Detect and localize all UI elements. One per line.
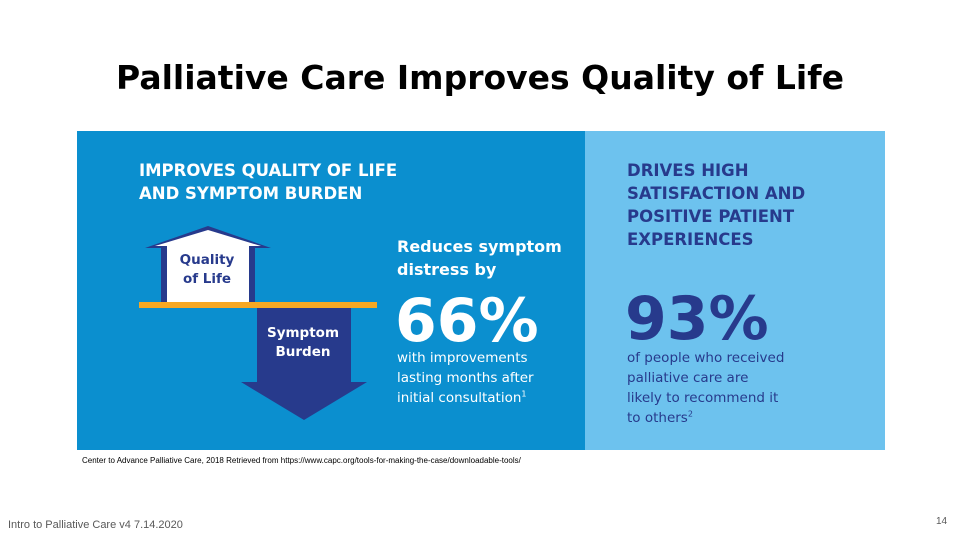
symptom-down-arrow-icon — [241, 304, 367, 420]
slide-title: Palliative Care Improves Quality of Life — [116, 58, 844, 97]
quality-of-life-heading: IMPROVES QUALITY OF LIFE AND SYMPTOM BUR… — [139, 161, 398, 203]
footnote-marker: 1 — [521, 389, 527, 399]
footnote-marker: 2 — [687, 409, 693, 419]
satisfaction-panel: DRIVES HIGH SATISFACTION AND POSITIVE PA… — [585, 131, 885, 450]
symptom-stat-value: 66% — [395, 286, 539, 356]
satisfaction-heading: DRIVES HIGH SATISFACTION AND POSITIVE PA… — [627, 161, 806, 249]
page-number: 14 — [936, 516, 948, 527]
quality-up-arrow-icon — [145, 226, 271, 304]
footer-text: Intro to Palliative Care v4 7.14.2020 — [8, 519, 183, 531]
quality-of-life-panel: IMPROVES QUALITY OF LIFE AND SYMPTOM BUR… — [77, 131, 585, 450]
satisfaction-stat-description: of people who received palliative care a… — [627, 348, 784, 428]
quality-of-life-label: Quality of Life — [179, 252, 235, 287]
satisfaction-stat-value: 93% — [625, 284, 769, 354]
symptom-stat-description: with improvements lasting months after i… — [397, 348, 534, 408]
infographic: IMPROVES QUALITY OF LIFE AND SYMPTOM BUR… — [77, 131, 885, 450]
source-citation: Center to Advance Palliative Care, 2018 … — [82, 456, 521, 465]
symptom-burden-label: Symptom Burden — [266, 325, 340, 360]
symptom-stat-intro: Reduces symptom distress by — [397, 237, 562, 279]
baseline-divider — [139, 302, 377, 308]
satisfaction-stat-desc-text: of people who received palliative care a… — [627, 350, 785, 426]
symptom-stat-desc-text: with improvements lasting months after i… — [397, 350, 534, 406]
